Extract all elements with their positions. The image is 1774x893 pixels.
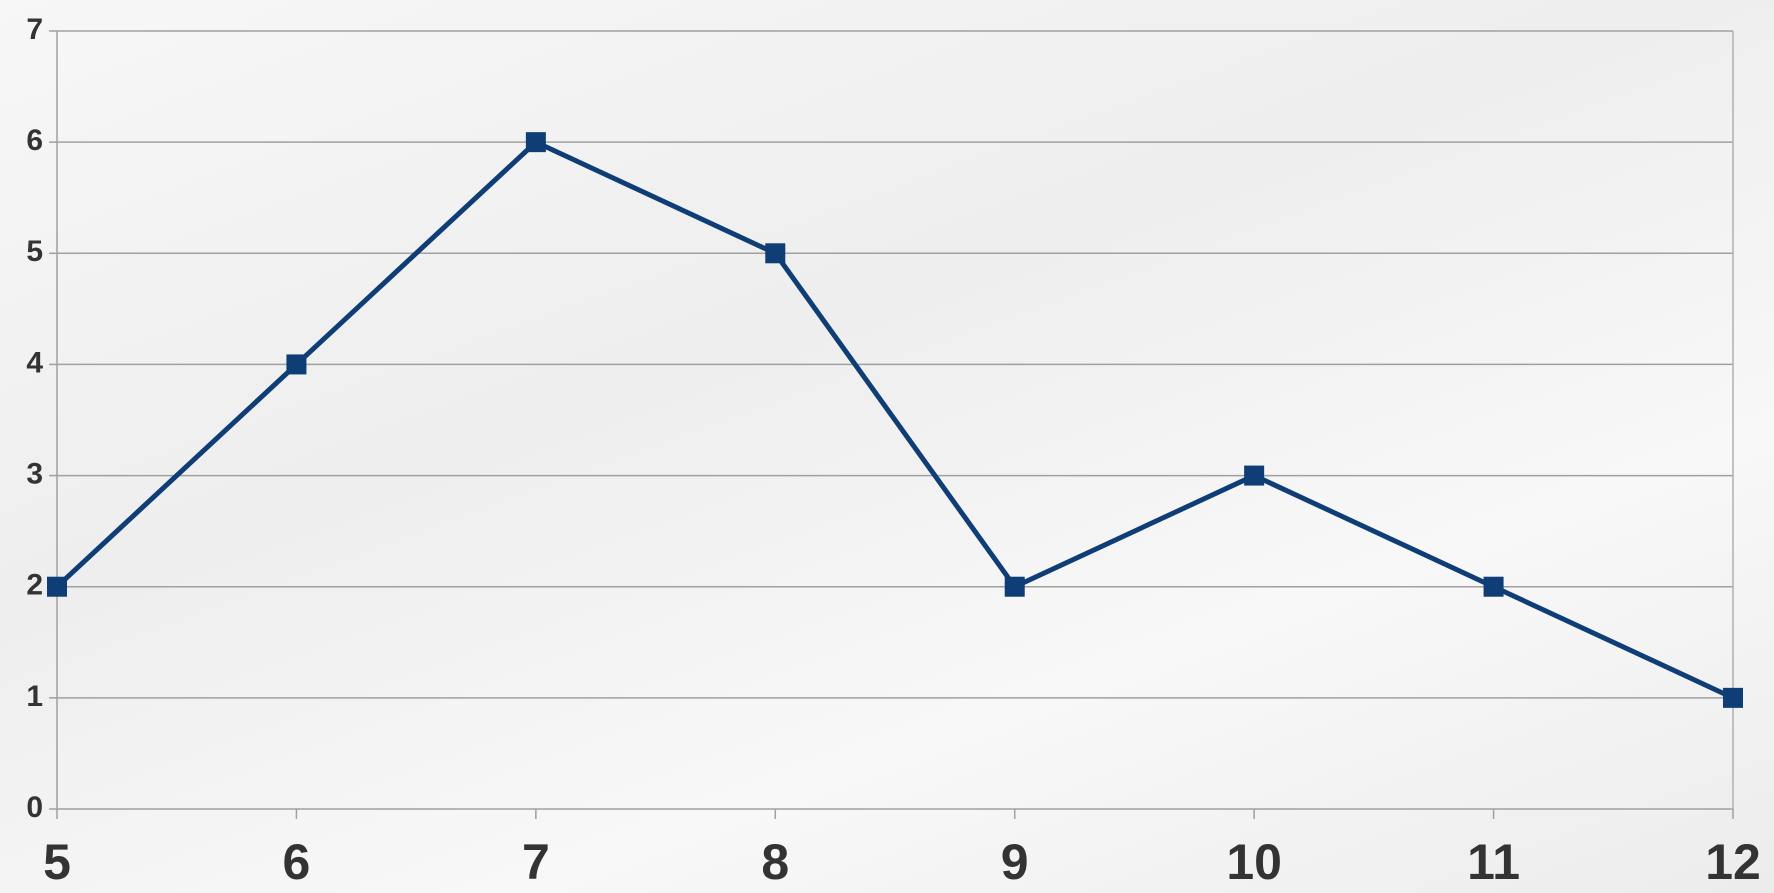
y-tick-label: 2 — [26, 569, 43, 602]
x-tick-label: 10 — [1226, 834, 1282, 890]
y-tick-label: 6 — [26, 124, 43, 157]
marker — [765, 243, 786, 264]
x-tick-label: 5 — [43, 834, 71, 890]
x-tick-label: 12 — [1705, 834, 1761, 890]
y-tick-label: 5 — [26, 235, 43, 268]
marker — [1004, 576, 1025, 597]
marker — [286, 354, 307, 375]
y-tick-label: 3 — [26, 457, 43, 490]
y-tick-label: 0 — [26, 791, 43, 824]
x-tick-label: 9 — [1001, 834, 1029, 890]
x-tick-label: 11 — [1467, 834, 1520, 890]
marker — [1483, 576, 1504, 597]
y-tick-label: 4 — [26, 346, 43, 379]
marker — [1244, 465, 1265, 486]
x-tick-label: 6 — [283, 834, 311, 890]
marker — [1723, 687, 1743, 708]
x-tick-label: 8 — [761, 834, 789, 890]
x-tick-label: 7 — [522, 834, 550, 890]
y-tick-label: 1 — [26, 680, 43, 713]
marker — [525, 132, 546, 153]
line — [55, 139, 1735, 701]
marker — [47, 576, 67, 597]
y-tick-label: 7 — [26, 13, 43, 46]
